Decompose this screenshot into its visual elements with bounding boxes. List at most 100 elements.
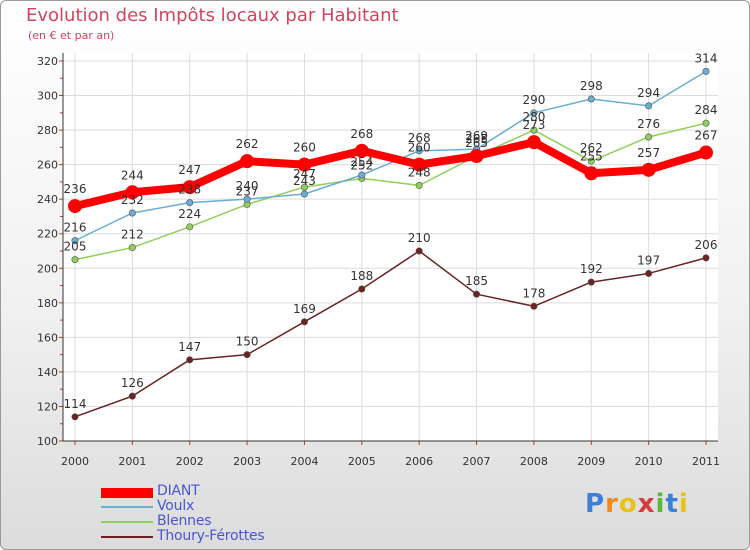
data-label-thoury-ferottes: 192 <box>580 262 603 276</box>
x-tick-label-2007: 2007 <box>463 455 491 468</box>
data-label-blennes: 262 <box>580 141 603 155</box>
brand-logo: Proxiti <box>585 489 689 519</box>
series-line-thoury-ferottes <box>74 250 707 418</box>
data-point-thoury-ferottes <box>645 269 653 277</box>
data-label-diant: 262 <box>236 137 259 151</box>
data-label-voulx: 240 <box>236 179 259 193</box>
data-label-diant: 273 <box>522 118 545 132</box>
data-point-diant <box>240 154 255 169</box>
y-tick-label-280: 280 <box>37 124 58 137</box>
x-tick-label-2006: 2006 <box>405 455 433 468</box>
data-label-diant: 260 <box>293 141 316 155</box>
data-point-thoury-ferottes <box>243 351 251 359</box>
series-thoury-ferottes <box>71 247 710 421</box>
x-tick-label-2004: 2004 <box>290 455 318 468</box>
x-tick-label-2011: 2011 <box>692 455 720 468</box>
y-tick-label-200: 200 <box>37 262 58 275</box>
data-point-voulx <box>358 171 366 179</box>
x-tick-label-2002: 2002 <box>176 455 204 468</box>
data-label-thoury-ferottes: 210 <box>408 231 431 245</box>
data-point-blennes <box>587 157 595 165</box>
data-point-voulx <box>702 67 710 75</box>
data-label-diant: 244 <box>121 168 144 182</box>
data-label-blennes: 265 <box>465 136 488 150</box>
data-point-voulx <box>645 102 653 110</box>
data-point-blennes <box>702 119 710 127</box>
legend-label-voulx: Voulx <box>157 498 195 514</box>
data-point-voulx <box>128 209 136 217</box>
y-tick-label-220: 220 <box>37 228 58 241</box>
x-tick-label-2005: 2005 <box>348 455 376 468</box>
data-point-thoury-ferottes <box>186 356 194 364</box>
data-label-voulx: 243 <box>293 174 316 188</box>
data-point-thoury-ferottes <box>473 290 481 298</box>
y-tick-label-260: 260 <box>37 159 58 172</box>
data-point-diant <box>469 149 484 163</box>
legend-swatch-diant <box>101 488 153 498</box>
x-tick-label-2001: 2001 <box>118 455 146 468</box>
data-label-voulx: 314 <box>695 51 718 65</box>
data-label-thoury-ferottes: 197 <box>637 253 660 267</box>
y-tick-label-180: 180 <box>37 297 58 310</box>
data-label-diant: 265 <box>465 132 488 146</box>
data-label-blennes: 284 <box>695 103 718 117</box>
series-blennes <box>71 119 710 264</box>
series-line-diant <box>71 138 710 211</box>
legend-label-diant: DIANT <box>157 483 200 499</box>
data-point-blennes <box>300 183 308 191</box>
data-label-voulx: 254 <box>350 155 373 169</box>
data-point-thoury-ferottes <box>415 247 423 255</box>
brand-logo-letter: i <box>678 489 689 519</box>
legend-label-thoury-ferottes: Thoury-Férottes <box>157 528 265 544</box>
data-label-diant: 268 <box>350 127 373 141</box>
data-label-blennes: 280 <box>522 110 545 124</box>
data-label-thoury-ferottes: 169 <box>293 302 316 316</box>
data-point-diant <box>354 143 369 158</box>
data-label-diant: 257 <box>637 146 660 160</box>
data-point-thoury-ferottes <box>702 254 710 262</box>
data-label-voulx: 294 <box>637 86 660 100</box>
x-tick-label-2008: 2008 <box>520 455 548 468</box>
brand-logo-letter: i <box>655 489 666 519</box>
data-label-diant: 236 <box>64 182 87 196</box>
legend-swatch-voulx <box>101 506 153 508</box>
data-label-thoury-ferottes: 114 <box>64 397 87 411</box>
data-label-voulx: 298 <box>580 79 603 93</box>
data-label-blennes: 247 <box>293 167 316 181</box>
brand-logo-letter: P <box>585 489 606 519</box>
data-label-voulx: 269 <box>465 129 488 143</box>
data-label-thoury-ferottes: 206 <box>695 238 718 252</box>
x-tick-label-2010: 2010 <box>635 455 663 468</box>
data-point-blennes <box>186 223 194 231</box>
data-label-voulx: 290 <box>522 93 545 107</box>
legend-swatch-thoury-ferottes <box>101 536 153 538</box>
data-point-voulx <box>71 237 79 245</box>
data-point-thoury-ferottes <box>530 302 538 310</box>
data-label-thoury-ferottes: 150 <box>236 335 259 349</box>
data-point-voulx <box>186 199 194 207</box>
brand-logo-letter: t <box>665 489 679 519</box>
data-point-voulx <box>243 195 251 203</box>
data-point-voulx <box>300 190 308 198</box>
brand-logo-letter: o <box>618 489 638 519</box>
chart-subtitle: (en € et par an) <box>28 29 115 42</box>
data-point-thoury-ferottes <box>358 285 366 293</box>
brand-logo-letter: x <box>637 489 656 519</box>
y-tick-label-120: 120 <box>37 400 58 413</box>
legend-swatch-blennes <box>101 521 153 523</box>
data-label-diant: 267 <box>695 129 718 143</box>
data-point-diant <box>297 157 312 172</box>
data-point-voulx <box>415 147 423 155</box>
x-tick-label-2009: 2009 <box>577 455 605 468</box>
data-label-blennes: 248 <box>408 165 431 179</box>
data-label-diant: 260 <box>408 141 431 155</box>
data-label-voulx: 232 <box>121 193 144 207</box>
data-point-voulx <box>587 95 595 103</box>
data-label-thoury-ferottes: 126 <box>121 376 144 390</box>
data-label-diant: 255 <box>580 149 603 163</box>
data-point-diant <box>526 135 541 150</box>
y-tick-label-320: 320 <box>37 55 58 68</box>
legend-label-blennes: Blennes <box>157 513 212 529</box>
data-point-diant <box>584 166 599 181</box>
